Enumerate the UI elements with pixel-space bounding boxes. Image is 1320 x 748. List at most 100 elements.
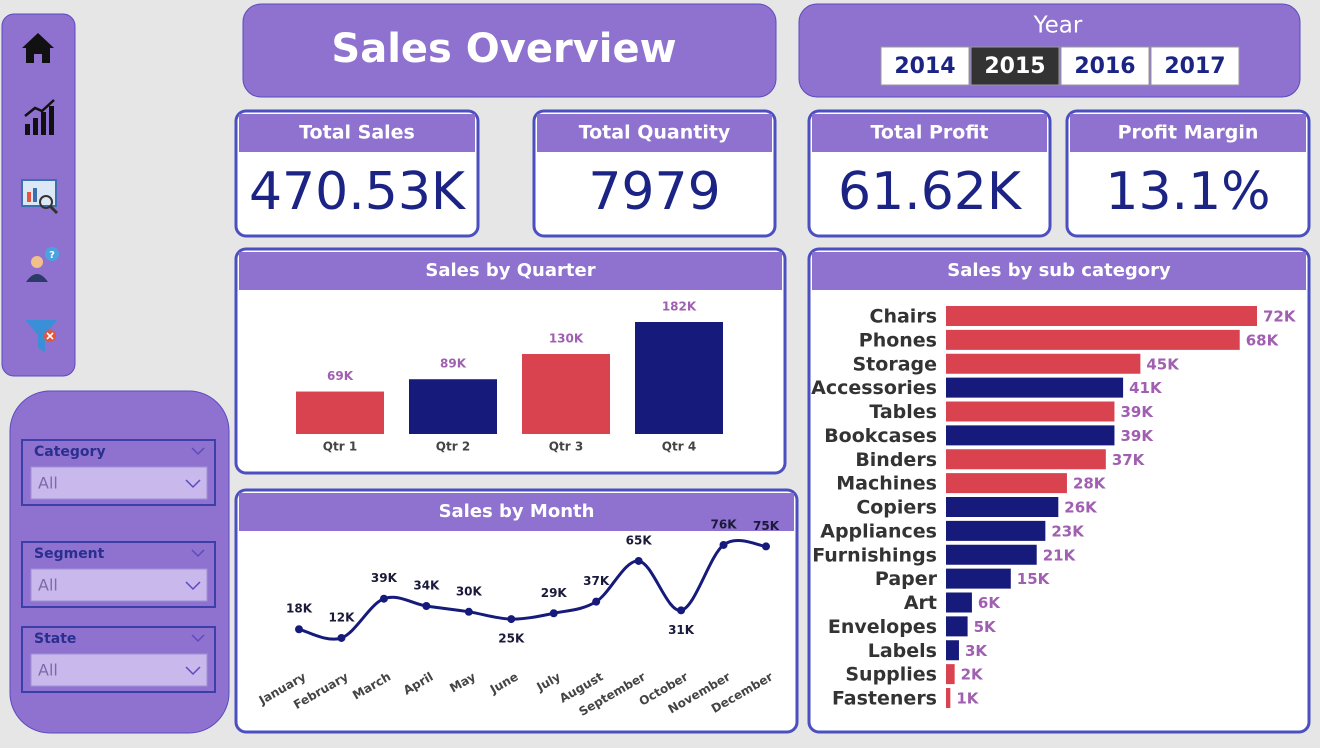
filter-label: Category [34, 444, 106, 460]
filter-collapse[interactable] [191, 549, 205, 558]
home-icon[interactable] [22, 33, 54, 63]
bar [946, 592, 972, 613]
kpi-label: Total Quantity [579, 122, 731, 144]
report-icon[interactable] [21, 179, 59, 215]
data-label: 65K [626, 533, 653, 547]
chart-header [812, 252, 1306, 290]
data-label: 37K [583, 574, 610, 588]
y-tick-label: Paper [875, 568, 938, 590]
year-label: Year [1033, 13, 1083, 39]
data-label: 21K [1043, 546, 1077, 564]
data-label: 130K [549, 332, 584, 346]
y-tick-label: Copiers [856, 497, 937, 519]
y-tick-label: Accessories [811, 377, 937, 399]
point [677, 606, 686, 615]
point [634, 556, 643, 565]
kpi-header [1070, 114, 1306, 152]
point [592, 597, 601, 606]
year-option: 2015 [984, 54, 1045, 79]
year-button[interactable] [1060, 46, 1150, 86]
title-card [242, 3, 777, 98]
data-label: 3K [965, 642, 988, 660]
chart-title: Sales by Quarter [425, 260, 595, 281]
bar [946, 377, 1124, 398]
dropdown-chevron [185, 479, 201, 489]
point [464, 607, 473, 616]
kpi-value: 7979 [588, 162, 720, 222]
dropdown-chevron [185, 666, 201, 676]
filter-dropdown[interactable] [30, 466, 208, 500]
point [295, 625, 303, 634]
data-label: 39K [371, 571, 398, 585]
data-label: 12K [328, 610, 355, 624]
page-title: Sales Overview [331, 26, 676, 72]
data-label: 15K [1017, 570, 1051, 588]
x-tick-label: Qtr 1 [323, 440, 357, 454]
bar [946, 640, 959, 661]
filter-value: All [38, 474, 58, 493]
year-button[interactable] [970, 46, 1060, 86]
year-button[interactable] [1150, 46, 1240, 86]
data-label: 68K [1246, 331, 1280, 349]
kpi-value: 470.53K [249, 162, 467, 222]
x-tick-label: Qtr 3 [549, 440, 583, 454]
help-icon[interactable]: ? [26, 247, 59, 282]
data-label: 34K [413, 578, 440, 592]
y-tick-label: Envelopes [828, 616, 937, 638]
y-tick-label: Art [904, 592, 937, 614]
bar [946, 520, 1046, 541]
y-tick-label: Labels [868, 640, 937, 662]
bar [946, 688, 951, 708]
bar [522, 354, 610, 434]
data-label: 39K [1120, 427, 1154, 445]
filter-dropdown[interactable] [30, 653, 208, 687]
clear-filter-icon[interactable] [25, 320, 57, 352]
filter-label: Segment [34, 546, 105, 562]
data-label: 30K [456, 584, 483, 598]
bar [946, 568, 1011, 589]
y-tick-label: Furnishings [812, 544, 937, 566]
data-label: 182K [662, 300, 697, 314]
bar [946, 401, 1115, 422]
point [337, 633, 346, 642]
data-label: 2K [961, 666, 984, 684]
data-label: 37K [1112, 451, 1146, 469]
bar [946, 425, 1115, 446]
filter-value: All [38, 576, 58, 595]
x-tick-label: Qtr 2 [436, 440, 470, 454]
kpi-label: Total Sales [299, 122, 415, 144]
data-label: 45K [1146, 355, 1180, 373]
filter-dropdown[interactable] [30, 568, 208, 602]
y-tick-label: Supplies [845, 664, 937, 686]
data-label: 28K [1073, 475, 1107, 493]
bar [409, 379, 497, 434]
data-label: 72K [1263, 308, 1297, 326]
data-label: 76K [711, 517, 738, 531]
year-button[interactable] [880, 46, 970, 86]
dropdown-chevron [185, 581, 201, 591]
bar [296, 391, 384, 434]
point [422, 601, 431, 610]
data-label: 29K [541, 586, 568, 600]
kpi-value: 61.62K [838, 162, 1023, 222]
y-tick-label: Phones [859, 329, 937, 351]
filter-label: State [34, 631, 76, 647]
year-option: 2017 [1164, 54, 1225, 79]
y-tick-label: Chairs [870, 306, 937, 328]
year-option: 2016 [1074, 54, 1135, 79]
chart-header [239, 252, 782, 290]
bar [946, 473, 1067, 494]
filter-collapse[interactable] [191, 447, 205, 456]
chart-card [234, 488, 799, 734]
chart-title: Sales by Month [439, 501, 595, 522]
y-tick-label: Bookcases [824, 425, 937, 447]
y-tick-label: Machines [836, 473, 937, 495]
analytics-icon[interactable] [24, 99, 55, 135]
y-tick-label: Appliances [820, 520, 937, 542]
filter-collapse[interactable] [191, 634, 205, 643]
point [379, 594, 388, 603]
bar [946, 497, 1059, 517]
data-label: 75K [753, 519, 780, 533]
kpi-label: Profit Margin [1118, 122, 1259, 144]
